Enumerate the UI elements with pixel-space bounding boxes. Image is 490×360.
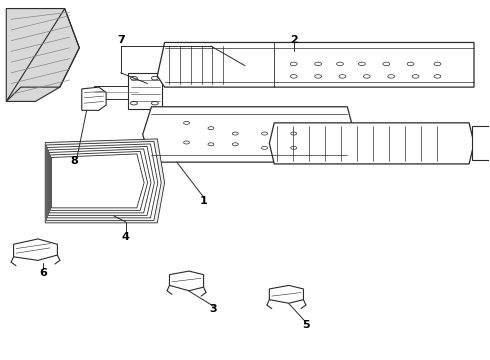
Text: 2: 2 (290, 35, 297, 45)
Polygon shape (49, 147, 154, 215)
Text: 4: 4 (122, 232, 129, 242)
Polygon shape (49, 149, 151, 213)
Polygon shape (157, 42, 474, 87)
Polygon shape (143, 107, 355, 162)
Polygon shape (471, 126, 490, 160)
Polygon shape (48, 144, 158, 218)
Text: 7: 7 (117, 35, 124, 45)
Text: 5: 5 (302, 320, 310, 330)
Text: 1: 1 (200, 197, 207, 206)
Polygon shape (94, 86, 138, 99)
Polygon shape (46, 141, 161, 220)
Polygon shape (128, 73, 162, 109)
Text: 6: 6 (39, 268, 47, 278)
Polygon shape (270, 123, 474, 164)
Polygon shape (51, 154, 144, 208)
Polygon shape (6, 9, 79, 102)
Polygon shape (45, 139, 165, 223)
Polygon shape (170, 271, 203, 291)
Polygon shape (82, 87, 106, 111)
Text: 3: 3 (210, 304, 217, 314)
Polygon shape (50, 152, 147, 210)
Polygon shape (14, 239, 57, 260)
Text: 8: 8 (71, 156, 78, 166)
Polygon shape (270, 285, 303, 303)
